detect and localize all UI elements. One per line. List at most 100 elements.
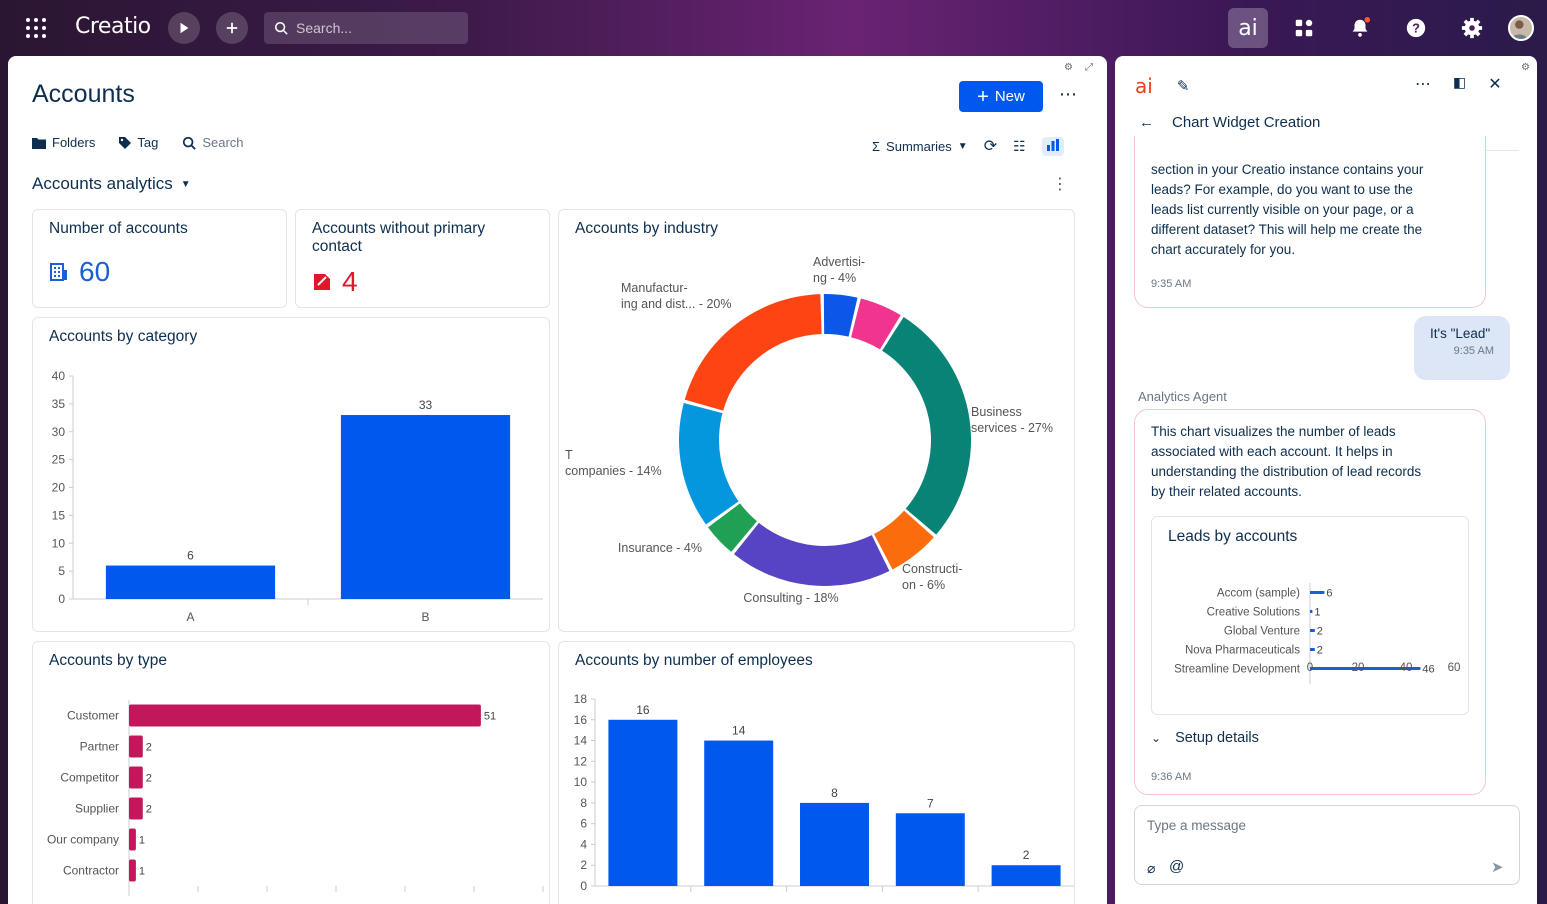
message-line: by their related accounts.: [1151, 484, 1302, 499]
leads-bar-chart: Accom (sample) 6 Creative Solutions 1 Global…: [1174, 583, 1460, 684]
folders-label: Folders: [52, 135, 96, 150]
bar: [129, 735, 143, 758]
panel-settings-icon[interactable]: ⚙: [1521, 62, 1530, 73]
summaries-dropdown[interactable]: Σ Summaries ▼: [872, 139, 968, 154]
app-grid-icon[interactable]: [24, 16, 48, 40]
setup-details-toggle[interactable]: ⌄ Setup details: [1151, 728, 1259, 748]
message-composer: ⌀ @ ➤: [1134, 805, 1520, 885]
apps-icon[interactable]: [1292, 16, 1316, 40]
dock-panel-icon[interactable]: ◧: [1453, 74, 1467, 90]
chart-preview-card[interactable]: Leads by accounts Accom (sample) 6 Creativ…: [1151, 516, 1469, 715]
help-icon[interactable]: ?: [1404, 16, 1428, 40]
message-input[interactable]: [1147, 818, 1447, 833]
y-tick-label: Supplier: [75, 802, 119, 816]
bar: [991, 865, 1061, 886]
y-tick-label: 10: [52, 536, 66, 550]
conversation-header: ← Chart Widget Creation: [1139, 114, 1320, 131]
type-bar-chart: Customer 51 Partner 2 Competitor 2 Supplier 2 Ou…: [47, 700, 544, 896]
refresh-icon[interactable]: ⟳: [983, 138, 998, 155]
slice-label: Constructi-on - 6%: [902, 562, 962, 592]
widget-number-of-accounts[interactable]: Number of accounts 60: [32, 209, 287, 308]
kpi: 60: [49, 256, 110, 288]
conversation-title: Chart Widget Creation: [1172, 114, 1321, 131]
global-search-input[interactable]: [296, 20, 456, 36]
message-line: leads? For example, do you want to use t…: [1151, 182, 1413, 197]
new-chat-edit-icon[interactable]: ✎: [1176, 78, 1190, 95]
message-time: 9:35 AM: [1453, 345, 1494, 357]
y-tick-label: 4: [580, 837, 587, 851]
list-search[interactable]: Search: [182, 135, 244, 150]
notifications-icon[interactable]: [1348, 16, 1372, 40]
close-icon[interactable]: ✕: [1488, 76, 1502, 93]
analytics-section-dropdown[interactable]: Accounts analytics ▼: [32, 174, 191, 194]
bar: [1310, 591, 1325, 594]
folders-button[interactable]: Folders: [32, 135, 95, 150]
message-line: leads list currently visible on your pag…: [1151, 202, 1414, 217]
tag-button[interactable]: Tag: [119, 135, 158, 150]
analytics-view-icon[interactable]: [1041, 136, 1064, 156]
expand-icon[interactable]: ⤢: [1084, 62, 1093, 73]
data-label: 2: [1023, 848, 1030, 862]
sigma-icon: Σ: [872, 138, 881, 154]
assistant-message: This chart visualizes the number of lead…: [1134, 409, 1486, 795]
widget-accounts-by-type[interactable]: Accounts by type Customer 51 Partner 2 Compe…: [32, 641, 550, 904]
back-arrow-icon[interactable]: ←: [1139, 114, 1154, 131]
creatio-logo[interactable]: Creatio: [75, 14, 151, 39]
panel-settings-icon[interactable]: ⚙: [1064, 62, 1073, 73]
attachment-icon[interactable]: ⌀: [1147, 860, 1156, 876]
message-line: different dataset? This will help me cre…: [1151, 222, 1423, 237]
employees-bar-chart: 0 2 4 6 8 10 12 14 16 18 16 14 8 7 2: [574, 692, 1074, 893]
run-process-button[interactable]: [168, 12, 200, 44]
message-line: chart accurately for you.: [1151, 242, 1296, 257]
data-label: 1: [1314, 607, 1320, 619]
donut-slice: [851, 298, 901, 350]
widget-accounts-by-industry[interactable]: Accounts by industry Advertisi-ng - 4% Bu…: [558, 209, 1075, 632]
bar: [1310, 610, 1313, 613]
bar: [129, 828, 136, 851]
x-tick-label: A: [186, 610, 194, 624]
search-icon: [274, 21, 288, 35]
preview-chart-title: Leads by accounts: [1168, 528, 1298, 545]
setup-details-label: Setup details: [1175, 730, 1259, 746]
widget-accounts-without-contact[interactable]: Accounts without primary contact 4: [295, 209, 550, 308]
ai-assistant-button[interactable]: ai: [1228, 8, 1268, 48]
widget-title: Accounts by category: [49, 328, 198, 345]
y-tick-label: 8: [580, 796, 587, 810]
y-tick-label: Global Venture: [1224, 626, 1300, 638]
data-label: 6: [1326, 588, 1332, 600]
donut-slice: [874, 510, 934, 570]
kpi-value: 60: [79, 256, 111, 287]
chevron-down-icon: ▼: [957, 140, 968, 152]
y-tick-label: 25: [52, 453, 66, 467]
bar: [895, 813, 965, 886]
more-options-icon[interactable]: ⋯: [1415, 76, 1431, 93]
user-avatar[interactable]: [1508, 15, 1534, 41]
page-title: Accounts: [32, 80, 135, 108]
widget-accounts-by-employees[interactable]: Accounts by number of employees 0 2 4 6 8 10 1…: [558, 641, 1075, 904]
add-button[interactable]: [216, 12, 248, 44]
settings-gear-icon[interactable]: [1460, 16, 1484, 40]
list-view-icon[interactable]: ☷: [1013, 137, 1026, 154]
bar: [704, 740, 774, 886]
accounts-page: ⚙ ⤢ Accounts + New ⋯ Folders Tag Search …: [8, 56, 1107, 904]
send-icon[interactable]: ➤: [1491, 859, 1504, 876]
search-icon: [183, 136, 197, 150]
bar: [105, 565, 276, 599]
mention-icon[interactable]: @: [1169, 858, 1185, 875]
assistant-actions: ⋯ ◧ ✕: [1415, 74, 1502, 94]
y-tick-label: Nova Pharmaceuticals: [1185, 645, 1300, 657]
bar: [340, 415, 511, 599]
widget-accounts-by-category[interactable]: Accounts by category 0 5 10 15 20 25 30 35 40 6 A 3…: [32, 317, 550, 632]
widget-title: Accounts by industry: [575, 220, 719, 237]
category-bar-chart: 0 5 10 15 20 25 30 35 40 6 A 33 B: [52, 369, 543, 624]
x-tick-label: 0: [1307, 662, 1313, 674]
global-search[interactable]: [264, 12, 468, 44]
new-button[interactable]: + New: [959, 81, 1043, 112]
y-tick-label: Competitor: [60, 771, 119, 785]
section-title: Accounts analytics: [32, 174, 173, 193]
y-tick-label: 15: [52, 508, 66, 522]
more-actions-icon[interactable]: ⋯: [1059, 84, 1077, 104]
panel-corner-controls: ⚙ ⤢: [1064, 62, 1093, 73]
section-more-icon[interactable]: ⋮: [1052, 176, 1068, 193]
